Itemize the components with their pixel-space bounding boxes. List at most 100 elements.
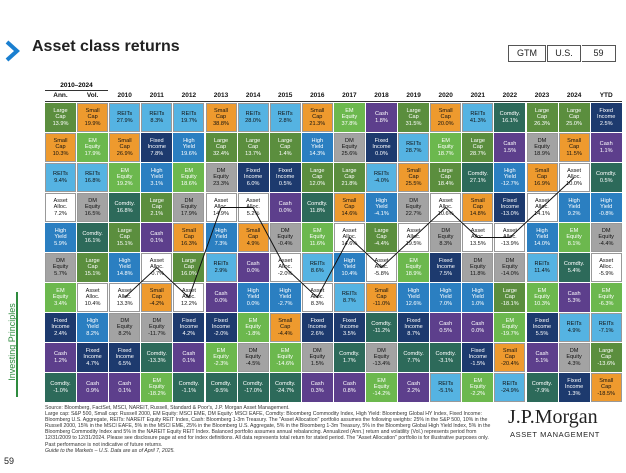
asset-label: Asset Alloc. <box>214 197 228 210</box>
asset-label: EM Equity <box>437 137 454 150</box>
return-value: 8.2% <box>86 331 99 338</box>
return-value: 19.2% <box>116 181 133 188</box>
return-cell: EM Equity 10.3% <box>526 283 558 312</box>
return-value: 2.5% <box>599 121 613 128</box>
asset-label: REITs <box>117 110 133 117</box>
asset-label: High Yield <box>343 257 356 270</box>
asset-label: Fixed Income <box>468 347 487 360</box>
asset-label: Comdty. <box>307 200 328 207</box>
asset-label: Fixed Income <box>51 317 70 330</box>
asset-label: Fixed Income <box>211 317 231 330</box>
asset-label: REITs <box>406 140 422 147</box>
return-cell: Fixed Income 6.5% <box>109 343 141 372</box>
return-cell: DM Equity 1.5% <box>301 343 333 372</box>
return-cell: High Yield 14.0% <box>526 223 558 252</box>
tag: 59 <box>582 45 616 62</box>
return-value: 4.2% <box>182 331 196 338</box>
return-cell: REITs 19.7% <box>173 103 205 132</box>
return-value: -0.7% <box>149 271 165 278</box>
return-value: 7.0% <box>439 301 453 308</box>
asset-label: Cash <box>214 290 228 297</box>
asset-label: REITs <box>374 170 389 177</box>
return-cell: Small Cap -18.5% <box>590 373 622 402</box>
return-value: 19.7% <box>180 118 197 124</box>
return-value: -2.0% <box>213 331 229 338</box>
return-cell: High Yield 10.4% <box>333 253 365 282</box>
return-cell: Large Cap 13.9% <box>45 103 76 132</box>
return-value: 0.0% <box>278 208 292 214</box>
return-cell: DM Equity 8.3% <box>430 223 462 252</box>
return-value: 38.8% <box>213 121 229 128</box>
return-cell: REITs 9.4% <box>45 163 76 192</box>
return-value: 28.7% <box>405 148 422 154</box>
return-cell: Cash 1.8% <box>366 103 397 132</box>
return-value: 8.7% <box>407 331 420 338</box>
return-value: 10.3% <box>52 151 69 158</box>
return-cell: REITs 2.8% <box>269 103 301 132</box>
return-value: 14.6% <box>341 211 358 218</box>
return-value: 4.9% <box>567 328 581 334</box>
return-value: 15.1% <box>84 271 101 278</box>
return-value: 11.4% <box>534 268 550 274</box>
return-cell: Small Cap 16.9% <box>526 163 558 192</box>
return-cell: Fixed Income 1.3% <box>558 373 590 402</box>
return-cell: EM Equity -18.2% <box>141 373 173 402</box>
return-cell: Asset Alloc. 8.3% <box>301 283 333 312</box>
return-cell: Large Cap 1.4% <box>269 133 301 162</box>
return-value: 13.3% <box>116 301 133 308</box>
return-value: 1.2% <box>54 358 67 364</box>
asset-label: Fixed Income <box>276 167 295 180</box>
return-cell: Asset Alloc. -13.9% <box>494 223 526 252</box>
asset-label: DM Equity <box>213 167 229 180</box>
asset-label: High Yield <box>279 287 292 300</box>
return-value: 20.0% <box>437 121 454 128</box>
return-value: 17.9% <box>84 151 101 158</box>
return-value: 4.3% <box>567 361 581 368</box>
return-cell: Fixed Income 4.7% <box>77 343 109 372</box>
return-value: -20.4% <box>501 361 519 368</box>
return-cell: Cash 2.2% <box>398 373 430 402</box>
tag: U.S. <box>547 45 581 62</box>
asset-label: Comdty. <box>339 350 360 357</box>
asset-label: Comdty. <box>371 320 392 327</box>
return-value: 11.6% <box>309 241 326 248</box>
return-cell: Asset Alloc. 5.2% <box>237 193 269 222</box>
return-cell: High Yield 19.6% <box>173 133 205 162</box>
return-cell: Fixed Income -13.0% <box>494 193 526 222</box>
return-cell: High Yield -12.7% <box>494 163 526 192</box>
return-cell: Comdty. -11.2% <box>366 313 397 342</box>
asset-label: DM Equity <box>84 197 101 210</box>
return-value: 2.8% <box>278 118 292 124</box>
asset-label: Small Cap <box>117 137 132 150</box>
return-value: 11.5% <box>566 151 582 158</box>
asset-label: REITs <box>277 110 293 117</box>
return-cell: High Yield -2.7% <box>269 283 301 312</box>
return-cell: High Yield 9.2% <box>558 193 590 222</box>
return-cell: EM Equity 18.7% <box>430 133 462 162</box>
asset-label: Small Cap <box>374 287 389 300</box>
asset-label: DM Equity <box>534 137 550 150</box>
asset-label: Asset Alloc. <box>53 197 68 210</box>
return-value: 7.7% <box>407 358 420 364</box>
asset-label: Large Cap <box>149 197 164 210</box>
asset-label: Fixed Income <box>436 257 455 270</box>
return-cell: EM Equity -19.7% <box>494 313 526 342</box>
return-cell: Comdty. 1.7% <box>333 343 365 372</box>
return-value: -2.2% <box>470 391 486 398</box>
return-cell: Small Cap 26.9% <box>109 133 141 162</box>
return-cell: Small Cap -11.0% <box>366 283 397 312</box>
asset-label: EM Equity <box>52 287 69 300</box>
asset-label: Small Cap <box>53 137 68 150</box>
return-value: -7.9% <box>534 388 550 394</box>
asset-label: Large Cap <box>566 107 582 120</box>
return-value: 28.0% <box>245 118 262 124</box>
return-cell: Small Cap 11.5% <box>558 133 590 162</box>
asset-label: Comdty. <box>467 170 488 177</box>
return-cell: REITs 11.4% <box>526 253 558 282</box>
return-cell: High Yield 7.0% <box>430 283 462 312</box>
return-cell: Large Cap 12.0% <box>301 163 333 192</box>
asset-label: EM Equity <box>566 227 582 240</box>
return-value: 31.5% <box>405 121 422 128</box>
return-cell: Cash 0.8% <box>333 373 365 402</box>
return-cell: EM Equity 11.6% <box>301 223 333 252</box>
